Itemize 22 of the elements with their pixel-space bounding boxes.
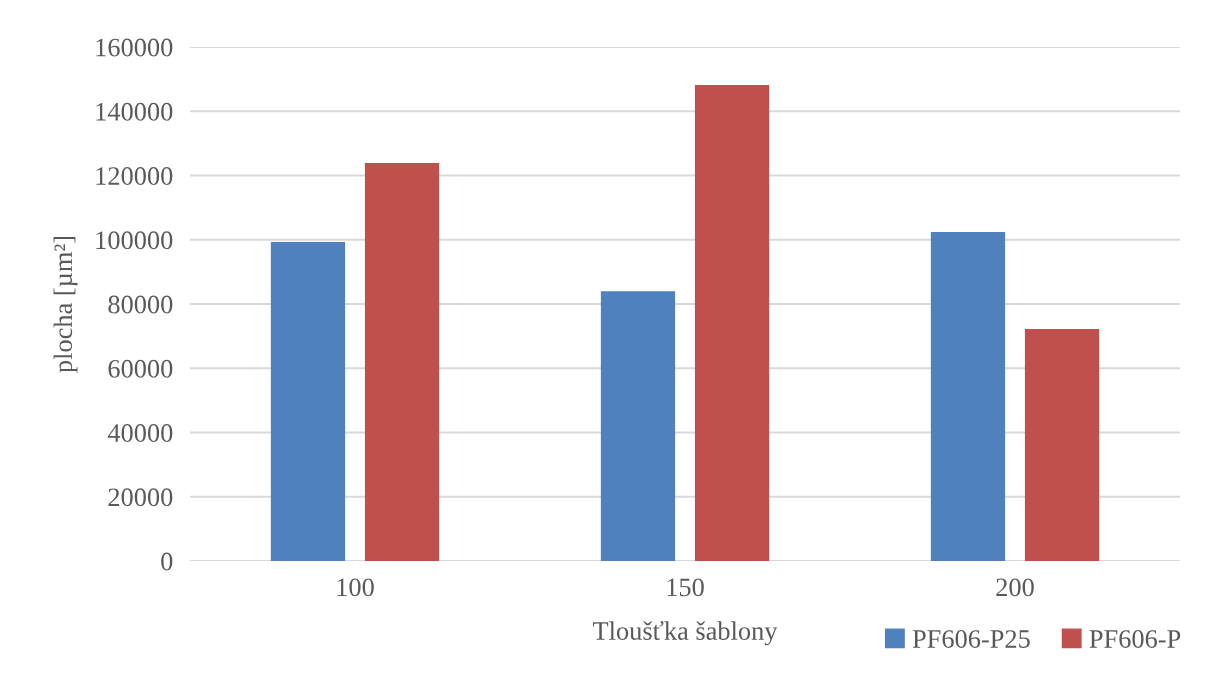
y-tick-label: 100000	[96, 231, 173, 250]
legend-label: PF606-P	[1089, 630, 1181, 648]
y-tick-label: 160000	[96, 38, 173, 57]
y-tick-label: 120000	[96, 167, 173, 185]
x-axis-title: Tloušťka šablony	[592, 621, 778, 646]
legend-label: PF606-P25	[912, 630, 1030, 648]
y-axis-title: plocha [µm²]	[53, 236, 78, 373]
bar	[364, 162, 440, 561]
bar	[694, 84, 770, 561]
y-tick-label: 140000	[96, 102, 173, 121]
bar	[1024, 329, 1100, 561]
y-tick-label: 20000	[108, 488, 173, 507]
bar	[600, 291, 676, 561]
y-tick-label: 60000	[108, 359, 173, 378]
bar	[930, 232, 1006, 561]
y-tick-label: 0	[161, 552, 173, 571]
y-tick-label: 40000	[107, 424, 173, 442]
x-tick-label: 200	[996, 578, 1034, 597]
x-tick-label: 150	[667, 578, 704, 597]
y-tick-label: 80000	[108, 295, 173, 314]
x-tick-label: 100	[337, 578, 374, 597]
bar	[270, 242, 346, 561]
